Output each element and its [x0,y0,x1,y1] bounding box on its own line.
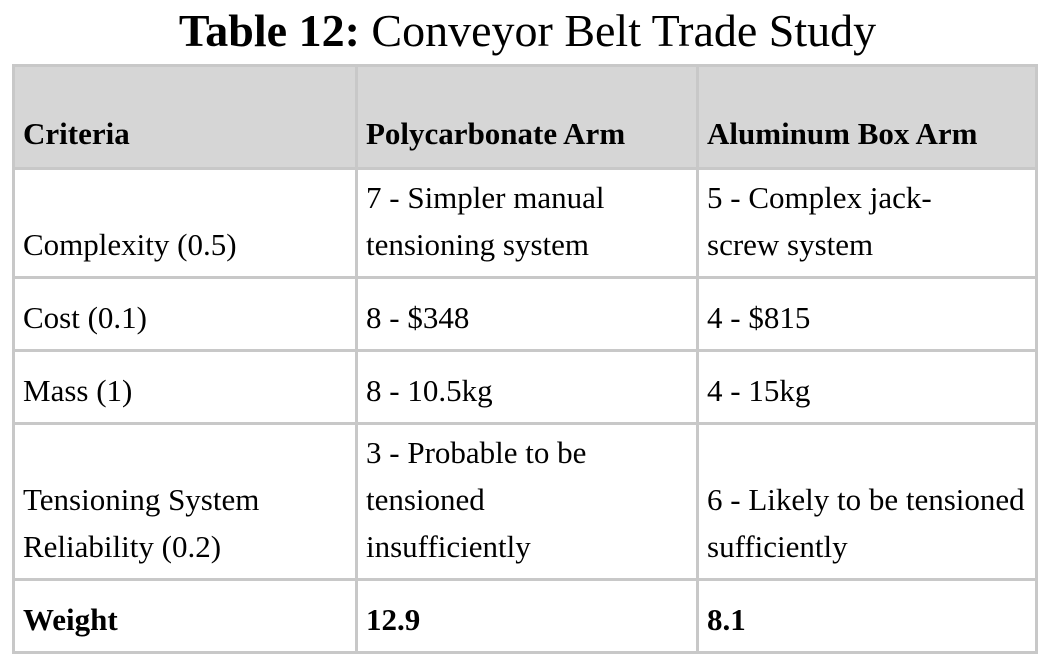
table-row: Cost (0.1) 8 - $348 4 - $815 [12,276,1038,352]
polycarbonate-cell-text: 3 - Probable to be tensioned insufficien… [366,435,587,564]
criteria-cell: Cost (0.1) [12,276,358,352]
column-header-aluminum: Aluminum Box Arm [696,64,1038,170]
column-header-polycarbonate: Polycarbonate Arm [355,64,699,170]
aluminum-cell-text: 5 - Complex jack-screw system [707,180,932,262]
table-row: Complexity (0.5) 7 - Simpler manual tens… [12,167,1038,279]
polycarbonate-cell: 8 - $348 [355,276,699,352]
trade-study-table: Criteria Polycarbonate Arm Aluminum Box … [12,64,1038,654]
header-row: Criteria Polycarbonate Arm Aluminum Box … [12,64,1038,170]
totals-row: Weight 12.9 8.1 [12,578,1038,654]
aluminum-cell: 6 - Likely to be tensioned sufficiently [696,422,1038,581]
polycarbonate-cell: 3 - Probable to be tensioned insufficien… [355,422,699,581]
column-header-criteria: Criteria [12,64,358,170]
aluminum-cell: 5 - Complex jack-screw system [696,167,1038,279]
polycarbonate-total-cell: 12.9 [355,578,699,654]
polycarbonate-cell: 7 - Simpler manual tensioning system [355,167,699,279]
aluminum-cell: 4 - $815 [696,276,1038,352]
table-row: Mass (1) 8 - 10.5kg 4 - 15kg [12,349,1038,425]
criteria-cell-text: Tensioning System Reliability (0.2) [23,482,260,564]
caption-text: Conveyor Belt Trade Study [371,5,877,56]
table-row: Tensioning System Reliability (0.2) 3 - … [12,422,1038,581]
criteria-cell: Complexity (0.5) [12,167,358,279]
table-caption: Table 12: Conveyor Belt Trade Study [0,4,1055,58]
criteria-cell: Mass (1) [12,349,358,425]
aluminum-cell: 4 - 15kg [696,349,1038,425]
totals-label-cell: Weight [12,578,358,654]
polycarbonate-cell: 8 - 10.5kg [355,349,699,425]
aluminum-total-cell: 8.1 [696,578,1038,654]
polycarbonate-cell-text: 7 - Simpler manual tensioning system [366,180,605,262]
caption-label: Table 12: [178,5,360,56]
criteria-cell: Tensioning System Reliability (0.2) [12,422,358,581]
aluminum-cell-text: 6 - Likely to be tensioned sufficiently [707,482,1025,564]
